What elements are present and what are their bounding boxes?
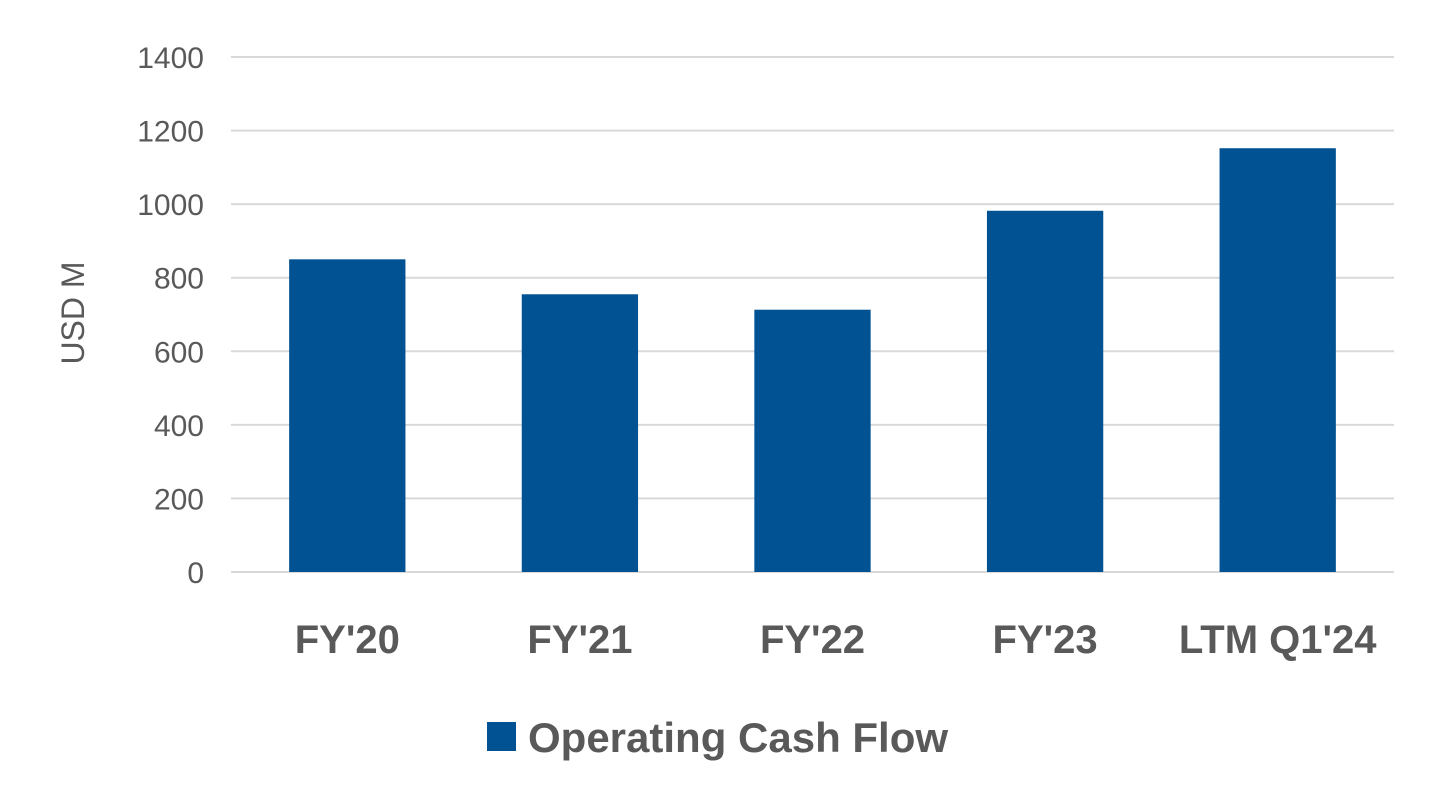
y-tick-label: 1000 (137, 189, 204, 222)
y-axis-tick-labels: 0 200 400 600 800 1000 1200 1400 (137, 42, 204, 590)
y-tick-label: 1400 (137, 42, 204, 75)
bar (986, 210, 1104, 572)
x-category-label: FY'21 (527, 618, 632, 662)
y-tick-label: 200 (154, 483, 204, 516)
x-category-label: FY'23 (993, 618, 1098, 662)
x-axis-category-labels: FY'20 FY'21 FY'22 FY'23 LTM Q1'24 (295, 618, 1378, 662)
legend-swatch (487, 722, 516, 751)
legend: Operating Cash Flow (487, 714, 948, 761)
bars (289, 148, 1336, 572)
x-category-label: FY'22 (760, 618, 865, 662)
y-tick-label: 0 (187, 557, 204, 590)
bar (1219, 148, 1336, 572)
x-category-label: FY'20 (295, 618, 400, 662)
bar (754, 309, 871, 572)
y-axis-title: USD M (55, 261, 91, 364)
y-tick-label: 600 (154, 336, 204, 369)
y-tick-label: 400 (154, 410, 204, 443)
y-tick-label: 800 (154, 263, 204, 296)
x-category-label: LTM Q1'24 (1179, 618, 1377, 662)
bar (289, 259, 406, 572)
y-tick-label: 1200 (137, 116, 204, 149)
legend-label: Operating Cash Flow (528, 714, 948, 761)
bar (521, 294, 639, 572)
